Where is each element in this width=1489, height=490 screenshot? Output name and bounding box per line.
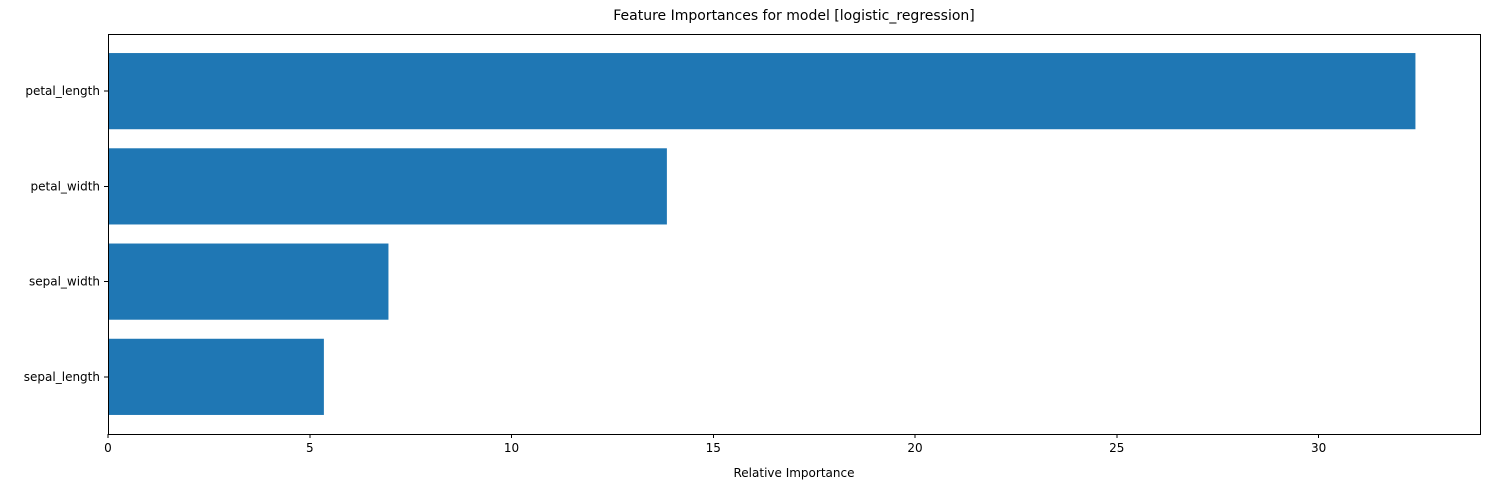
x-tick-label: 30 [1311, 441, 1326, 455]
y-tick-label: petal_width [31, 179, 100, 193]
y-tick-label: sepal_length [24, 370, 100, 384]
bars-group [108, 53, 1416, 415]
x-tick-label: 10 [504, 441, 519, 455]
x-tick-label: 5 [306, 441, 314, 455]
x-axis-label: Relative Importance [734, 466, 855, 480]
x-axis-ticks: 0 5 10 15 20 25 30 [104, 434, 1326, 455]
x-tick-label: 15 [706, 441, 721, 455]
y-tick-label: petal_length [25, 84, 100, 98]
x-tick-label: 0 [104, 441, 112, 455]
x-tick-label: 20 [907, 441, 922, 455]
bar-sepal-length [108, 338, 324, 415]
x-tick-label: 25 [1109, 441, 1124, 455]
bar-petal-length [108, 53, 1416, 130]
plot-frame [108, 34, 1481, 435]
y-tick-label: sepal_width [29, 275, 100, 289]
chart-title: Feature Importances for model [logistic_… [613, 8, 975, 24]
bar-sepal-width [108, 243, 389, 320]
y-axis-ticks: sepal_length sepal_width petal_width petal_… [24, 84, 108, 384]
bar-petal-width [108, 148, 667, 225]
